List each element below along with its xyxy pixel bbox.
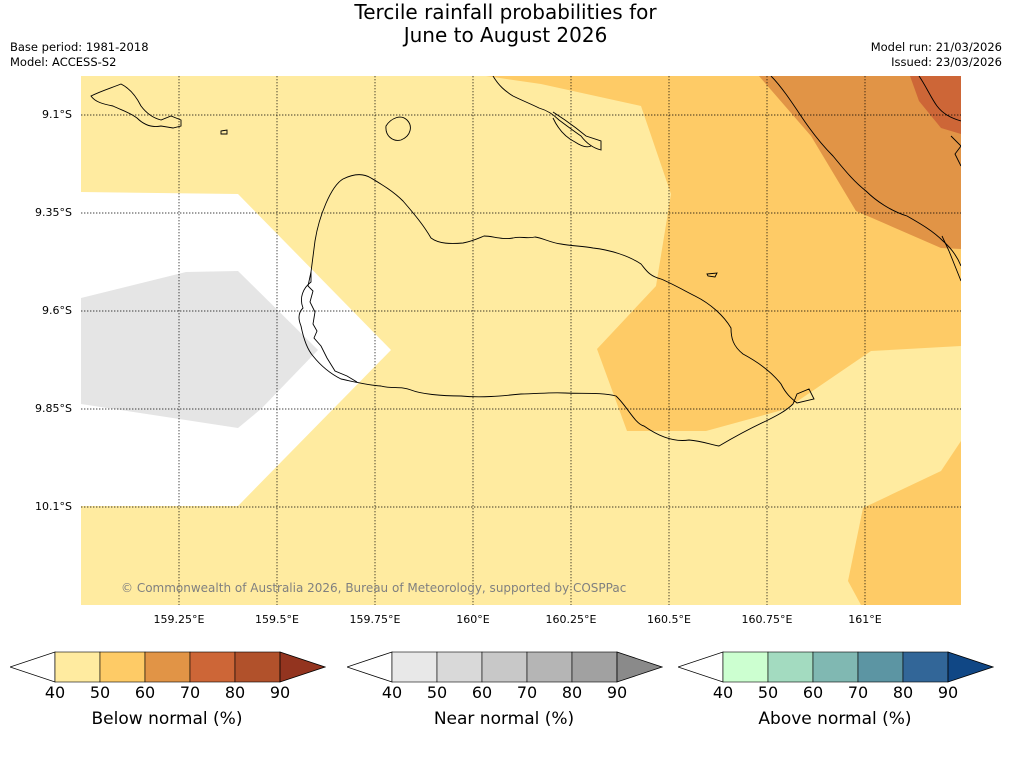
colorbar-segment [571, 651, 618, 683]
colorbar-tick-label: 80 [561, 683, 583, 702]
region-near-40-50 [81, 271, 318, 428]
colorbar-near-normal [347, 651, 663, 683]
probability-map[interactable]: © Commonwealth of Australia 2026, Bureau… [81, 76, 961, 605]
model-run: Model run: 21/03/2026 [870, 40, 1002, 54]
colorbar-segment [722, 651, 769, 683]
colorbar-tick-label: 70 [516, 683, 538, 702]
colorbar-extend-low [347, 651, 393, 683]
lat-label: 9.35°S [35, 206, 72, 219]
graticule [81, 76, 961, 605]
colorbar-tick-label: 60 [471, 683, 493, 702]
issued-date: Issued: 23/03/2026 [891, 55, 1002, 69]
colorbar-tick-label: 80 [224, 683, 246, 702]
colorbar-segment [391, 651, 438, 683]
colorbar-tick-label: 90 [937, 683, 959, 702]
colorbar-segment [436, 651, 483, 683]
colorbar-tick-label: 90 [269, 683, 291, 702]
colorbar-extend-low [10, 651, 56, 683]
colorbar-tick-label: 60 [802, 683, 824, 702]
colorbar-segment [526, 651, 573, 683]
colorbar-above-normal [678, 651, 994, 683]
lat-label: 9.1°S [42, 108, 72, 121]
lon-label: 160°E [456, 613, 490, 626]
near-normal-label: Near normal (%) [433, 709, 575, 729]
above-normal-label: Above normal (%) [758, 709, 912, 729]
colorbar-tick-label: 50 [757, 683, 779, 702]
colorbar-segment [481, 651, 528, 683]
base-period: Base period: 1981-2018 [10, 40, 149, 54]
colorbar-tick-label: 90 [606, 683, 628, 702]
colorbar-segment [189, 651, 236, 683]
colorbar-segment [234, 651, 281, 683]
colorbar-tick-label: 60 [134, 683, 156, 702]
below-normal-label: Below normal (%) [91, 709, 243, 729]
colorbar-segment [902, 651, 949, 683]
colorbar-tick-label: 50 [426, 683, 448, 702]
colorbar-tick-label: 40 [44, 683, 66, 702]
coastline [90, 76, 961, 447]
lon-label: 160.25°E [545, 613, 597, 626]
colorbar-tick-label: 70 [179, 683, 201, 702]
colorbar-segment [767, 651, 814, 683]
colorbar-segment [54, 651, 101, 683]
colorbar-tick-label: 40 [712, 683, 734, 702]
colorbar-extend-high [616, 651, 663, 683]
lat-label: 10.1°S [35, 500, 72, 513]
colorbar-tick-label: 80 [892, 683, 914, 702]
colorbar-extend-high [947, 651, 994, 683]
colorbar-tick-label: 50 [89, 683, 111, 702]
lon-label: 160.75°E [741, 613, 793, 626]
lon-label: 159.25°E [153, 613, 205, 626]
colorbar-extend-low [678, 651, 724, 683]
colorbar-extend-high [279, 651, 326, 683]
region-below-70-80 [910, 76, 961, 134]
colorbar-segment [857, 651, 904, 683]
colorbar-tick-label: 70 [847, 683, 869, 702]
lon-label: 159.5°E [255, 613, 299, 626]
map-title-line1: Tercile rainfall probabilities for [354, 0, 657, 24]
lon-label: 159.75°E [349, 613, 401, 626]
copyright-text: © Commonwealth of Australia 2026, Bureau… [121, 581, 626, 595]
region-below-60-70 [759, 76, 961, 249]
colorbar-segment [144, 651, 191, 683]
colorbar-segment [812, 651, 859, 683]
map-title-line2: June to August 2026 [403, 23, 608, 47]
lat-label: 9.85°S [35, 402, 72, 415]
colorbar-below-normal [10, 651, 326, 683]
region-below-50-60-se [848, 441, 961, 605]
lon-label: 160.5°E [647, 613, 691, 626]
colorbar-tick-label: 40 [381, 683, 403, 702]
model-name: Model: ACCESS-S2 [10, 55, 117, 69]
lon-label: 161°E [848, 613, 882, 626]
lat-label: 9.6°S [42, 304, 72, 317]
colorbar-segment [99, 651, 146, 683]
